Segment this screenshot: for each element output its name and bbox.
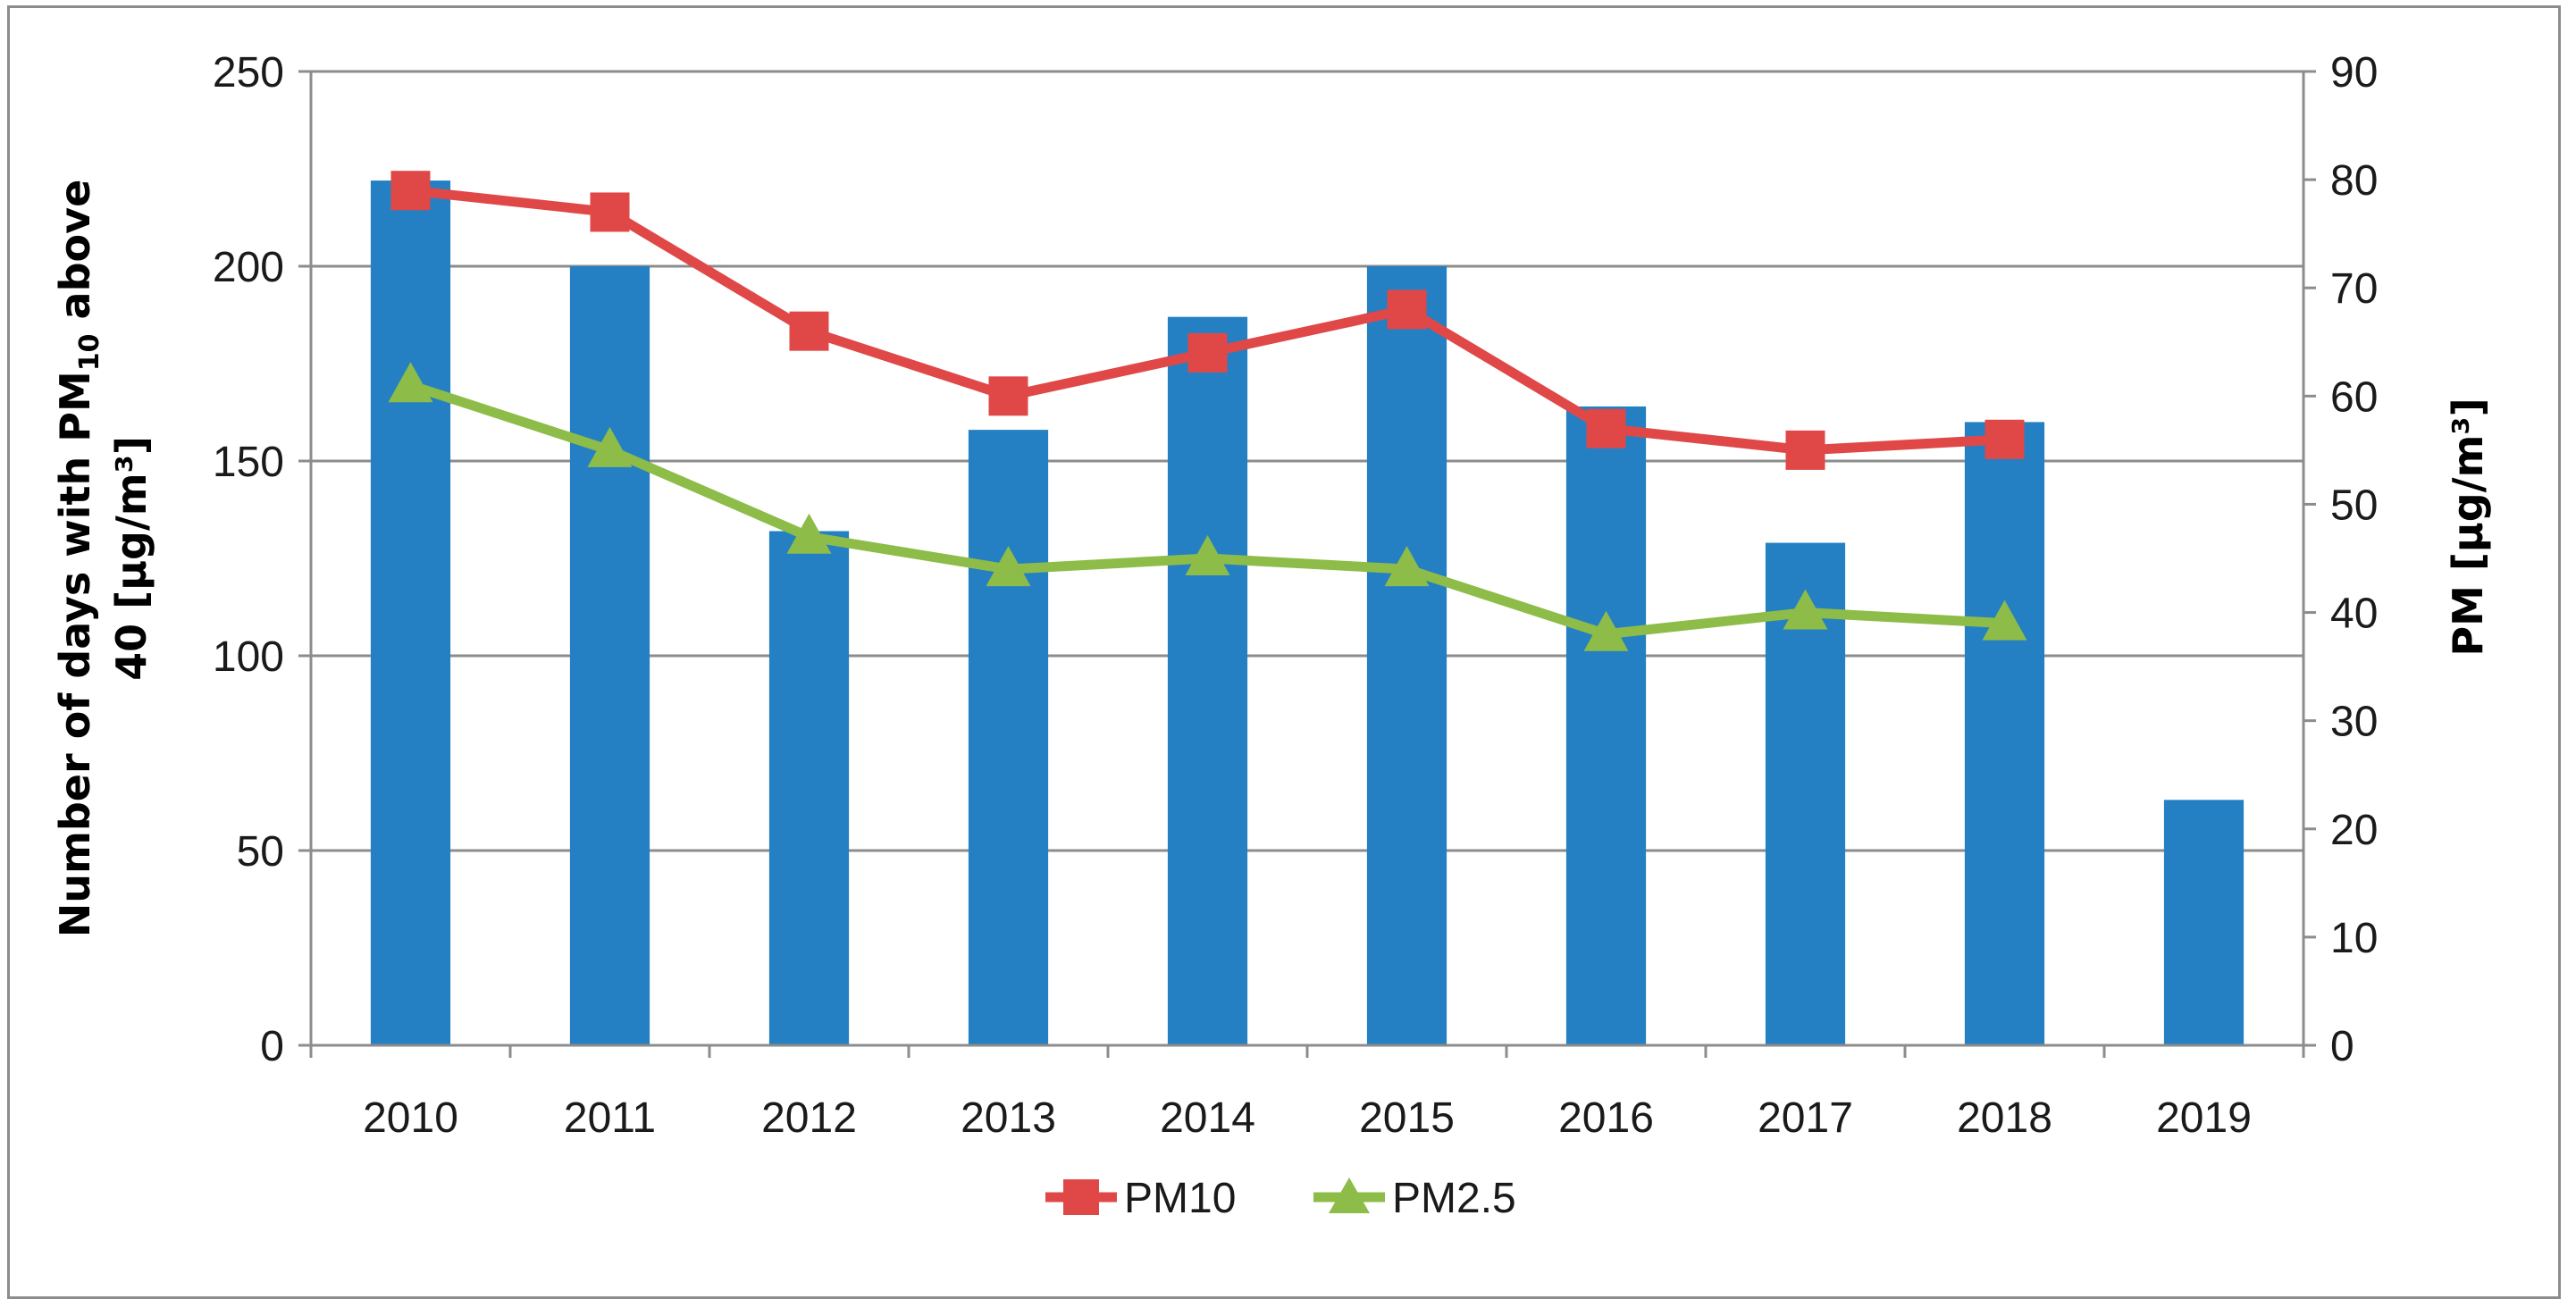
x-tick-label: 2013 [961, 1094, 1056, 1142]
right-tick-label: 60 [2330, 373, 2378, 421]
data-point-pm10 [1387, 289, 1427, 330]
right-tick-label: 10 [2330, 915, 2378, 962]
legend-pm25-marker [1329, 1178, 1370, 1213]
x-tick-label: 2010 [363, 1094, 458, 1142]
right-tick-label: 70 [2330, 265, 2378, 313]
legend-pm10-marker [1063, 1179, 1099, 1215]
data-point-pm10 [1785, 430, 1825, 470]
right-tick-label: 30 [2330, 699, 2378, 746]
bar [1565, 406, 1647, 1046]
data-point-pm10 [590, 192, 630, 232]
right-tick-label: 90 [2330, 49, 2378, 96]
bar [768, 531, 850, 1045]
data-point-pm25 [587, 426, 633, 467]
data-point-pm25 [786, 513, 832, 554]
data-point-pm10 [789, 311, 829, 351]
legend-pm10-label: PM10 [1124, 1175, 1236, 1222]
x-tick-label: 2014 [1160, 1094, 1255, 1142]
left-tick-label: 150 [213, 439, 284, 486]
bar [1964, 422, 2045, 1045]
right-axis-title: PM [µg/m³] [2444, 398, 2492, 656]
data-point-pm10 [988, 376, 1028, 416]
left-axis-title-sub: 10 [74, 333, 105, 371]
legend-item-pm10: PM10 [1045, 1175, 1236, 1222]
data-point-pm25 [1982, 599, 2027, 641]
data-point-pm10 [390, 171, 431, 211]
line-series [388, 171, 2027, 651]
x-tick-label: 2018 [1957, 1094, 2052, 1142]
right-tick-label: 50 [2330, 482, 2378, 529]
x-tick-label: 2012 [761, 1094, 857, 1142]
bar [2163, 800, 2245, 1045]
x-tick-label: 2017 [1758, 1094, 1853, 1142]
left-axis-title-tail: above [51, 180, 99, 334]
right-tick-label: 40 [2330, 591, 2378, 638]
data-point-pm10 [1586, 408, 1626, 448]
data-point-pm10 [1187, 332, 1228, 373]
data-point-pm25 [1783, 589, 1828, 630]
left-axis-title-main: Number of days with PM [51, 371, 99, 937]
bar [968, 430, 1049, 1045]
data-point-pm25 [1384, 546, 1430, 587]
bar [1167, 316, 1248, 1045]
right-tick-label: 80 [2330, 157, 2378, 205]
bar-series [370, 180, 2245, 1046]
left-tick-label: 250 [213, 49, 284, 96]
left-tick-label: 200 [213, 244, 284, 291]
data-point-pm25 [388, 362, 433, 403]
left-tick-label: 100 [213, 633, 284, 681]
x-tick-label: 2015 [1359, 1094, 1455, 1142]
data-point-pm25 [986, 546, 1031, 587]
right-tick-label: 0 [2330, 1023, 2354, 1070]
bar [370, 180, 451, 1045]
x-tick-label: 2019 [2156, 1094, 2252, 1142]
left-axis-ticks: 0 50 100 150 200 250 [213, 49, 284, 1070]
legend: PM10 PM2.5 [1045, 1175, 1516, 1222]
legend-item-pm25: PM2.5 [1313, 1175, 1516, 1222]
left-axis-title: Number of days with PM10 above [51, 180, 105, 938]
right-axis-ticks: 0 10 20 30 40 50 60 70 80 90 [2330, 49, 2378, 1070]
legend-pm25-label: PM2.5 [1392, 1175, 1516, 1222]
right-tick-label: 20 [2330, 807, 2378, 854]
bar [569, 266, 650, 1045]
x-tick-label: 2011 [564, 1094, 656, 1142]
left-tick-label: 50 [237, 828, 284, 876]
axes [298, 70, 2316, 1058]
left-tick-label: 0 [260, 1023, 284, 1070]
x-axis-ticks: 2010 2011 2012 2013 2014 2015 2016 2017 2018 2019 [363, 1094, 2252, 1142]
data-point-pm25 [1185, 535, 1230, 575]
data-point-pm10 [1984, 419, 2025, 459]
x-tick-label: 2016 [1558, 1094, 1654, 1142]
bar [1366, 266, 1447, 1045]
data-point-pm25 [1583, 610, 1629, 651]
left-axis-title-line2: 40 [µg/m³] [107, 436, 155, 681]
